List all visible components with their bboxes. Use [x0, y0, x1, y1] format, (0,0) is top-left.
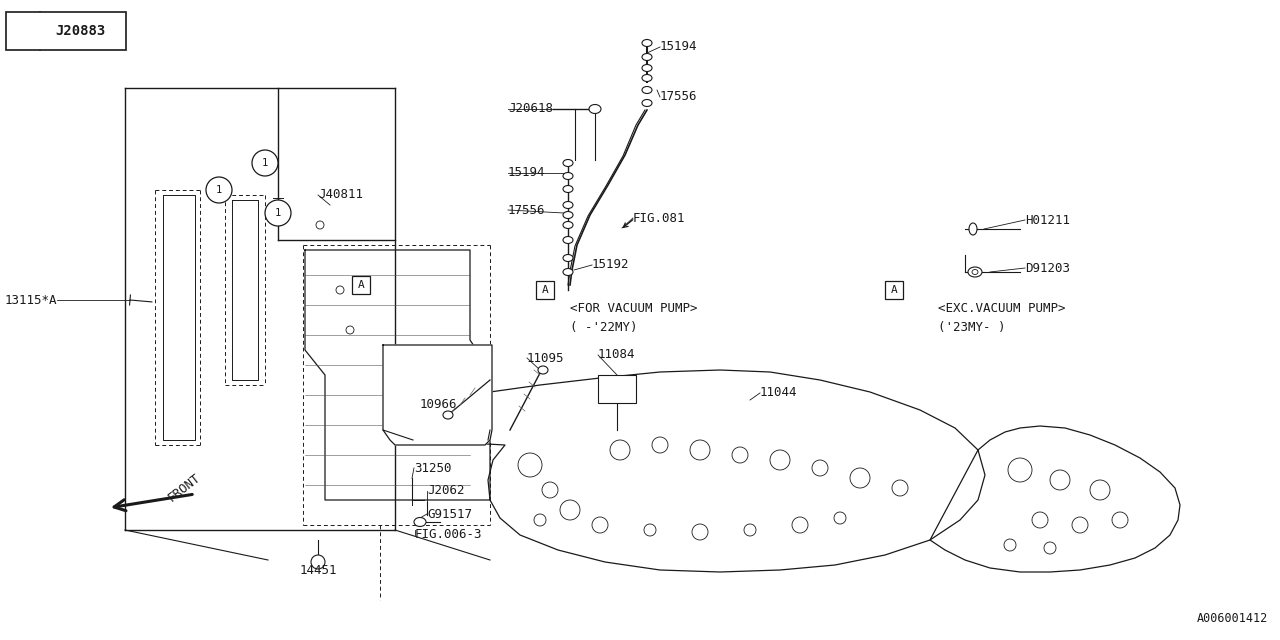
Circle shape: [1091, 480, 1110, 500]
Text: FIG.006-3: FIG.006-3: [415, 529, 483, 541]
Ellipse shape: [643, 74, 652, 81]
Ellipse shape: [643, 99, 652, 106]
Text: ( -'22MY): ( -'22MY): [570, 321, 637, 335]
Circle shape: [541, 482, 558, 498]
Circle shape: [611, 440, 630, 460]
Text: 15194: 15194: [508, 166, 545, 179]
Text: A006001412: A006001412: [1197, 612, 1268, 625]
Text: 13115*A: 13115*A: [5, 294, 58, 307]
Circle shape: [1044, 542, 1056, 554]
Circle shape: [591, 517, 608, 533]
Ellipse shape: [563, 269, 573, 275]
Text: 15194: 15194: [660, 40, 698, 54]
Ellipse shape: [589, 104, 602, 113]
Ellipse shape: [413, 518, 426, 527]
Ellipse shape: [563, 211, 573, 218]
Ellipse shape: [643, 86, 652, 93]
Circle shape: [561, 500, 580, 520]
Ellipse shape: [969, 223, 977, 235]
Polygon shape: [413, 370, 986, 572]
Text: 17556: 17556: [508, 204, 545, 216]
Ellipse shape: [563, 255, 573, 262]
Bar: [884, 281, 902, 299]
Bar: [598, 375, 636, 403]
Circle shape: [316, 221, 324, 229]
Text: ('23MY- ): ('23MY- ): [938, 321, 1006, 335]
Text: J20883: J20883: [55, 24, 105, 38]
Bar: [6, 12, 125, 50]
Circle shape: [265, 200, 291, 226]
Circle shape: [1050, 470, 1070, 490]
Ellipse shape: [538, 366, 548, 374]
Text: D91203: D91203: [1025, 262, 1070, 275]
Text: 15192: 15192: [591, 259, 630, 271]
Text: G91517: G91517: [428, 508, 472, 520]
Text: A: A: [541, 285, 548, 295]
Circle shape: [335, 286, 344, 294]
Text: 1: 1: [262, 158, 268, 168]
Circle shape: [1112, 512, 1128, 528]
Ellipse shape: [563, 237, 573, 243]
Circle shape: [744, 524, 756, 536]
Text: J20618: J20618: [508, 102, 553, 115]
Text: A: A: [357, 280, 365, 290]
Circle shape: [346, 326, 355, 334]
Circle shape: [311, 555, 325, 569]
Circle shape: [518, 453, 541, 477]
Circle shape: [692, 524, 708, 540]
Circle shape: [534, 514, 547, 526]
Circle shape: [644, 524, 657, 536]
Ellipse shape: [563, 202, 573, 209]
Circle shape: [1073, 517, 1088, 533]
Circle shape: [732, 447, 748, 463]
Ellipse shape: [443, 411, 453, 419]
Text: FIG.081: FIG.081: [634, 211, 686, 225]
Circle shape: [652, 437, 668, 453]
Text: <EXC.VACUUM PUMP>: <EXC.VACUUM PUMP>: [938, 301, 1065, 314]
Ellipse shape: [643, 65, 652, 72]
Ellipse shape: [968, 267, 982, 277]
Circle shape: [771, 450, 790, 470]
Polygon shape: [931, 426, 1180, 572]
Circle shape: [835, 512, 846, 524]
Ellipse shape: [643, 54, 652, 61]
Ellipse shape: [563, 186, 573, 193]
Circle shape: [892, 480, 908, 496]
Text: 10966: 10966: [420, 399, 457, 412]
Text: J40811: J40811: [317, 189, 364, 202]
Circle shape: [252, 150, 278, 176]
Text: 11044: 11044: [760, 387, 797, 399]
Ellipse shape: [563, 221, 573, 228]
Circle shape: [812, 460, 828, 476]
Text: 14451: 14451: [300, 563, 337, 577]
Circle shape: [1009, 458, 1032, 482]
Circle shape: [690, 440, 710, 460]
Text: 31250: 31250: [413, 461, 452, 474]
Text: H01211: H01211: [1025, 214, 1070, 227]
Text: 17556: 17556: [660, 90, 698, 104]
Bar: [536, 281, 554, 299]
Ellipse shape: [563, 159, 573, 166]
Text: 1: 1: [19, 26, 27, 36]
Text: 1: 1: [216, 185, 223, 195]
Circle shape: [850, 468, 870, 488]
Polygon shape: [383, 345, 492, 445]
Ellipse shape: [643, 40, 652, 47]
Circle shape: [12, 20, 35, 42]
Ellipse shape: [563, 173, 573, 179]
Text: J2062: J2062: [428, 484, 465, 497]
Text: 1: 1: [275, 208, 282, 218]
Text: <FOR VACUUM PUMP>: <FOR VACUUM PUMP>: [570, 301, 698, 314]
Text: FRONT: FRONT: [165, 471, 202, 505]
Ellipse shape: [972, 269, 978, 275]
Circle shape: [1004, 539, 1016, 551]
Circle shape: [792, 517, 808, 533]
Circle shape: [206, 177, 232, 203]
Circle shape: [1032, 512, 1048, 528]
Text: 11095: 11095: [527, 351, 564, 365]
Bar: [352, 276, 370, 294]
Text: 11084: 11084: [598, 349, 635, 362]
Text: A: A: [891, 285, 897, 295]
